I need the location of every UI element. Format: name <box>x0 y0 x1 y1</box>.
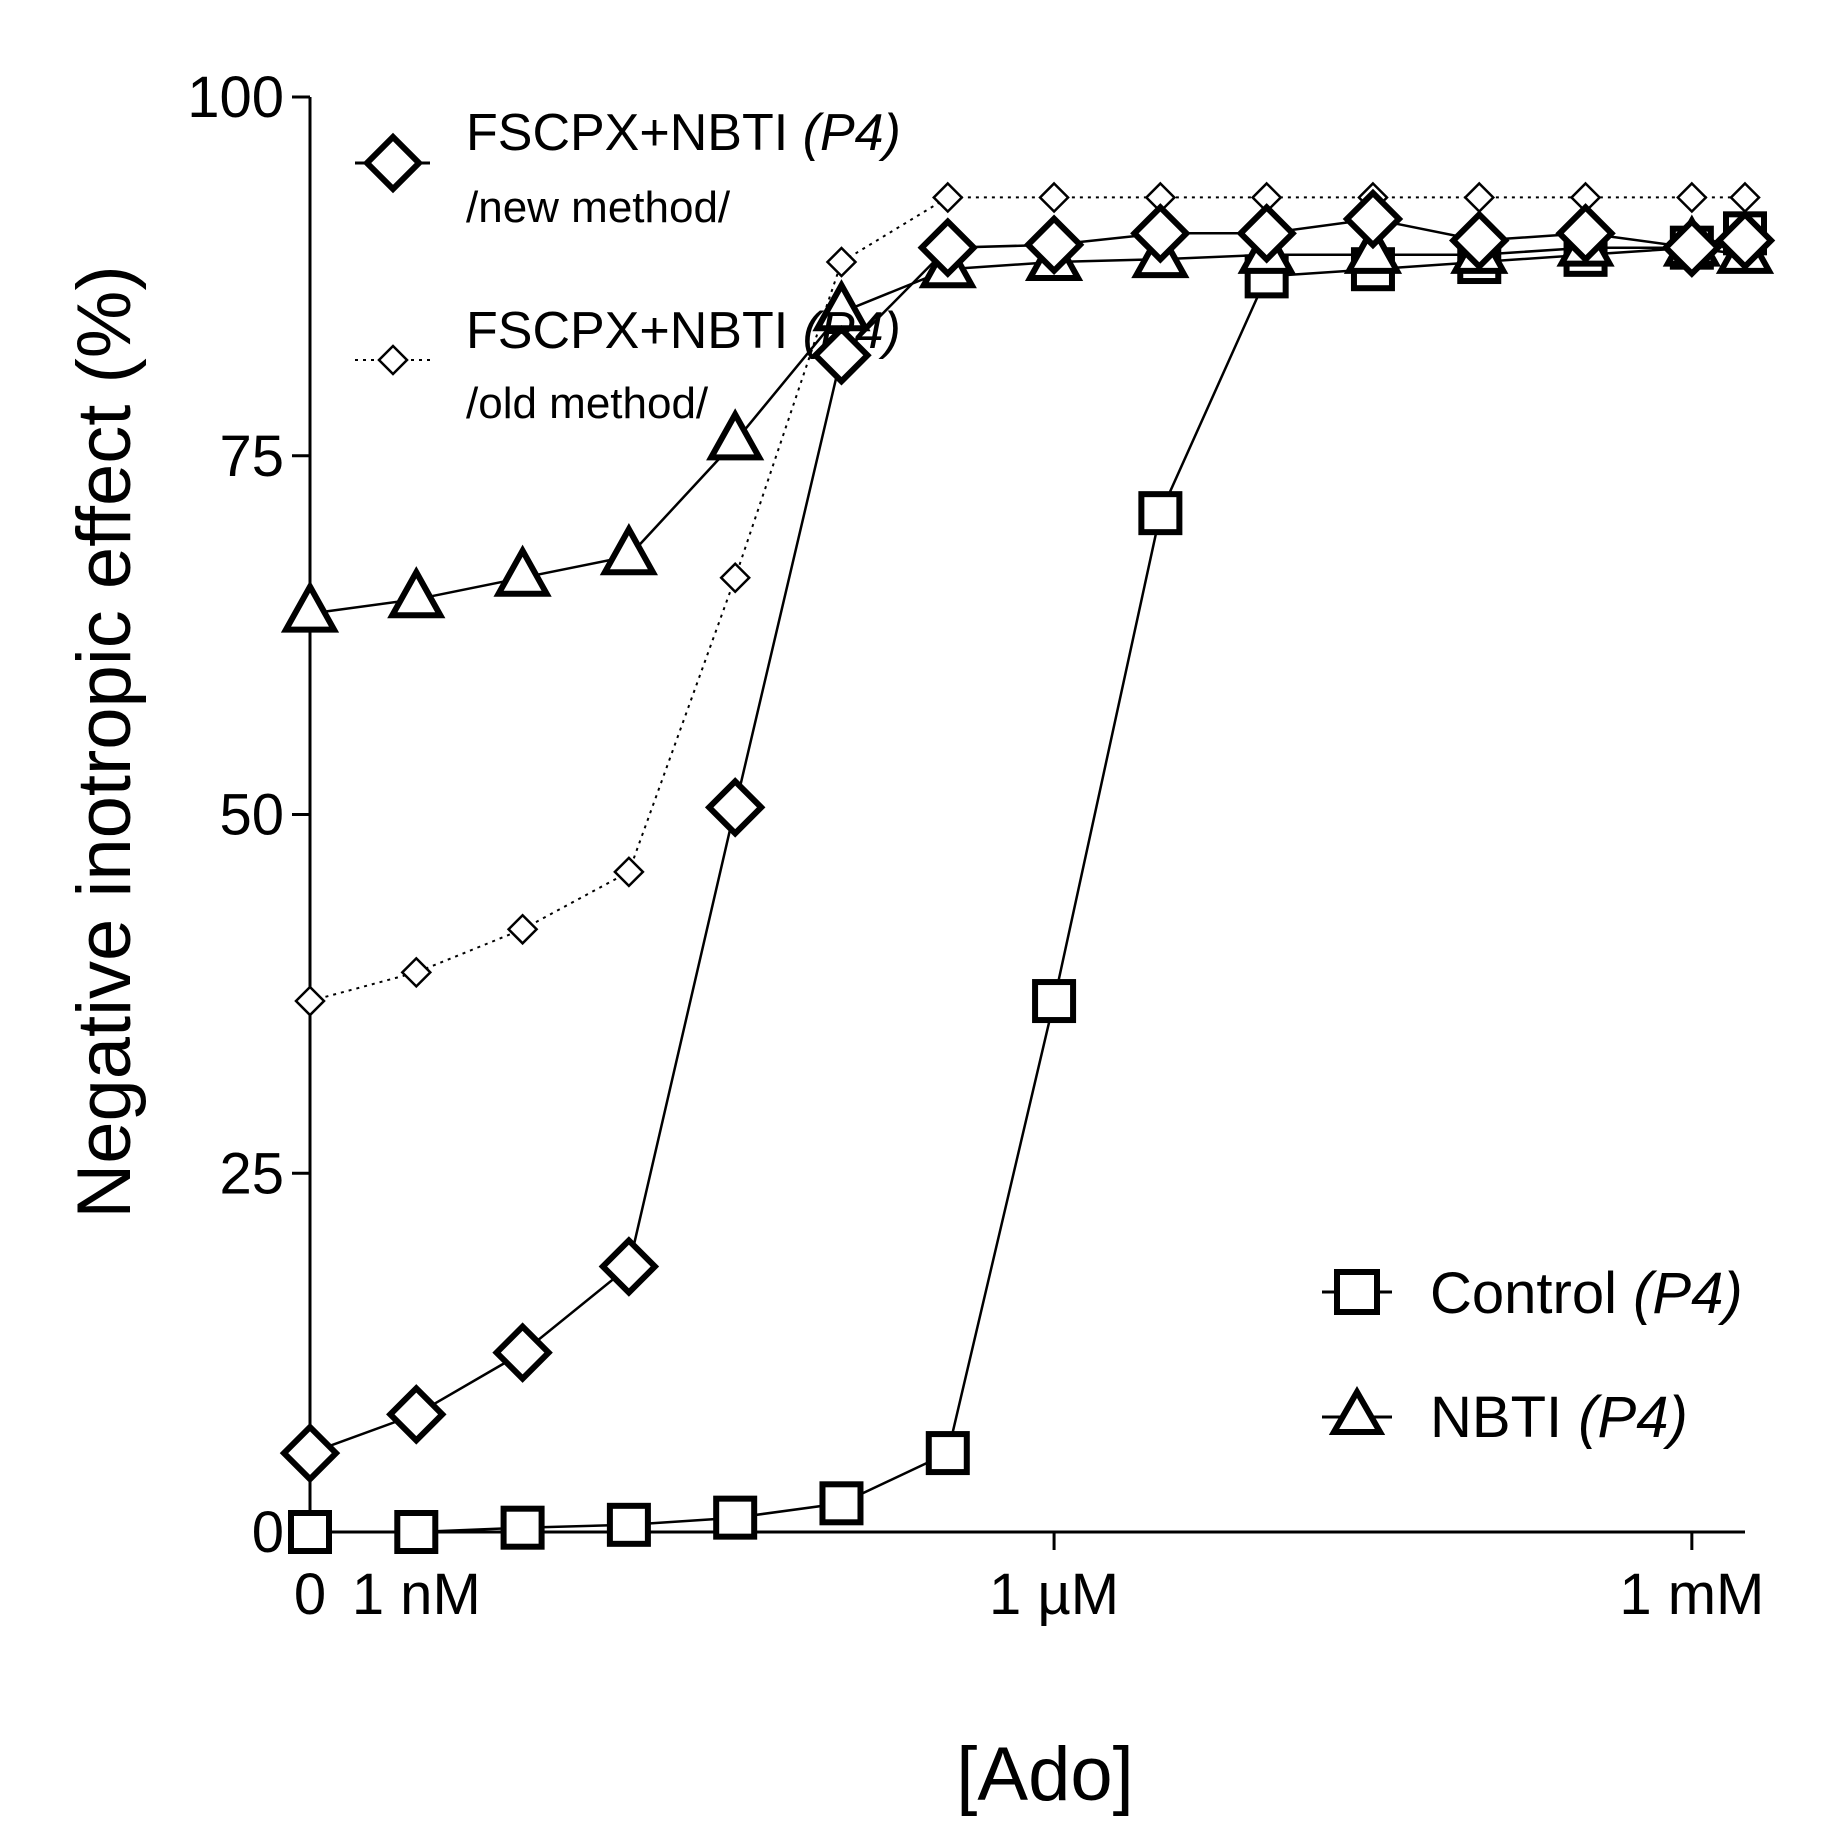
data-point-square <box>1138 491 1183 536</box>
data-point-triangle <box>387 566 446 619</box>
series-1 <box>294 181 1761 1017</box>
data-point-diamond-small <box>1463 181 1496 214</box>
data-point-diamond-small <box>294 985 326 1017</box>
data-point-square <box>606 1502 651 1547</box>
data-point-diamond-small <box>613 856 645 888</box>
legend-square <box>1334 1269 1380 1315</box>
data-point-diamond-small <box>1729 181 1761 214</box>
data-point-square <box>713 1495 758 1540</box>
data-point-diamond-small <box>1676 181 1708 214</box>
data-point-diamond <box>492 1322 553 1383</box>
data-point-diamond-small <box>719 561 751 594</box>
y-tick-label: 75 <box>219 424 284 489</box>
data-point-square <box>500 1505 545 1550</box>
legend-sub-old: /old method/ <box>466 379 709 428</box>
data-point-diamond <box>386 1384 447 1445</box>
data-point-diamond <box>1023 214 1085 276</box>
legend-diamond-new <box>362 132 424 194</box>
series-0 <box>279 188 1776 1484</box>
data-point-diamond <box>598 1236 660 1297</box>
data-point-square <box>1032 979 1077 1024</box>
data-point-diamond <box>917 217 979 278</box>
legend-entry-nbti: NBTI (P4) <box>1322 1385 1688 1450</box>
data-point-square <box>394 1510 439 1554</box>
data-point-triangle <box>280 580 340 633</box>
data-point-diamond-small <box>932 181 964 214</box>
y-tick-label: 0 <box>252 1500 284 1565</box>
data-point-square <box>819 1481 864 1526</box>
data-point-diamond <box>1449 210 1510 271</box>
data-point-triangle <box>706 408 765 461</box>
data-point-diamond <box>1555 203 1616 264</box>
legend-label-nbti: NBTI (P4) <box>1430 1385 1688 1450</box>
data-point-diamond-small <box>825 246 858 278</box>
data-point-triangle <box>1343 221 1403 274</box>
y-tick-label: 50 <box>219 783 284 848</box>
x-tick-label: 1 mM <box>1619 1562 1764 1627</box>
data-point-diamond-small <box>1038 181 1070 214</box>
data-point-square <box>925 1431 970 1476</box>
data-point-diamond <box>1714 210 1776 271</box>
y-tick-label: 100 <box>187 65 284 130</box>
legend-diamond-old <box>377 344 409 376</box>
data-point-diamond <box>1661 217 1723 278</box>
x-tick-label: 1 nM <box>352 1562 481 1627</box>
legend-sub-new: /new method/ <box>466 183 731 232</box>
legend-entry-control: Control (P4) <box>1322 1261 1743 1326</box>
legend-top: FSCPX+NBTI (P4) /new method/ FSCPX+NBTI … <box>355 104 901 428</box>
data-point-square <box>288 1510 332 1554</box>
series-line <box>309 196 1745 1002</box>
data-point-diamond <box>1236 203 1297 264</box>
legend-entry-new-method: FSCPX+NBTI (P4) /new method/ <box>355 104 901 232</box>
legend-bottom: Control (P4) NBTI (P4) <box>1322 1261 1743 1450</box>
x-tick-label: 0 <box>294 1562 326 1627</box>
data-point-diamond <box>704 777 766 838</box>
x-tick-label: 1 µM <box>989 1562 1119 1627</box>
legend-label-control: Control (P4) <box>1430 1261 1743 1326</box>
legend-entry-old-method: FSCPX+NBTI (P4) /old method/ <box>355 302 901 428</box>
data-point-diamond <box>1342 188 1404 250</box>
data-point-diamond-small <box>506 913 539 946</box>
data-point-diamond <box>811 325 872 386</box>
legend-label-new: FSCPX+NBTI (P4) <box>466 104 901 162</box>
series-layer <box>279 181 1776 1554</box>
data-point-diamond <box>279 1422 341 1484</box>
data-point-diamond <box>1130 203 1191 264</box>
data-point-diamond-small <box>400 956 433 989</box>
legend-label-old: FSCPX+NBTI (P4) <box>466 302 901 360</box>
data-point-triangle <box>599 523 658 576</box>
legend-triangle <box>1328 1385 1386 1435</box>
y-tick-label: 25 <box>219 1141 284 1206</box>
axes: 0 25 50 75 100 0 1 nM 1 µM 1 mM <box>187 65 1764 1627</box>
x-axis-title: [Ado] <box>956 1732 1133 1817</box>
y-axis-title: Negative inotropic effect (%) <box>62 265 147 1218</box>
data-point-triangle <box>493 544 552 597</box>
